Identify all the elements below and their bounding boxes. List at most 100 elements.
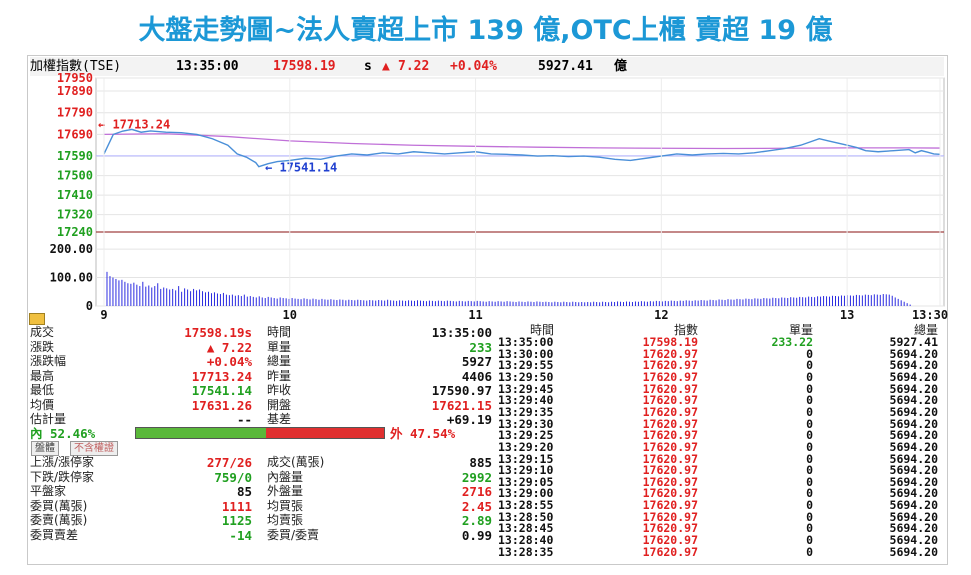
tick-time: 13:29:20: [498, 439, 554, 454]
tick-unit-volume: 0: [806, 439, 813, 454]
stat-value: 759/0: [214, 469, 252, 485]
info-pct: +0.04%: [450, 59, 497, 74]
tick-unit-volume: 0: [806, 544, 813, 559]
tick-index: 17620.97: [642, 428, 698, 443]
tick-unit-volume: 0: [806, 428, 813, 443]
info-change: 7.22: [398, 59, 430, 74]
stat-value: 1111: [221, 498, 252, 514]
tick-index: 17620.97: [642, 521, 698, 536]
high-annotation: ← 17713.24: [98, 117, 170, 131]
tick-time: 13:28:40: [498, 533, 554, 548]
volume-tick-label: 0: [86, 299, 93, 313]
tick-total-volume: 5694.20: [889, 498, 938, 513]
stat-label: 委買/委賣: [267, 528, 320, 542]
outer-pct: 外 47.54%: [390, 426, 456, 441]
index-info-bar: 加權指數(TSE) 13:35:00 17598.19 s ▲ 7.22 +0.…: [30, 57, 944, 76]
price-tick-label: 17410: [57, 188, 93, 202]
tick-total-volume: 5694.20: [889, 393, 938, 408]
stat-label: 開盤: [267, 397, 292, 412]
tick-index: 17620.97: [642, 416, 698, 431]
tick-time: 13:29:40: [498, 393, 554, 408]
stat-label: 委買(萬張): [30, 498, 88, 513]
tick-time: 13:29:00: [498, 486, 554, 501]
tick-unit-volume: 233.22: [771, 335, 813, 349]
low-annotation: ← 17541.14: [265, 161, 337, 175]
time-tick-label: 9: [100, 308, 107, 322]
tick-unit-volume: 0: [806, 463, 813, 478]
price-tick-label: 17500: [57, 169, 93, 183]
tick-unit-volume: 0: [806, 474, 813, 489]
tick-index: 17598.19: [642, 335, 698, 349]
time-tick-label: 13: [840, 308, 854, 322]
stat-label: 上漲/漲停家: [30, 455, 95, 469]
tick-time: 13:29:05: [498, 474, 554, 489]
bell-icon[interactable]: [29, 313, 45, 325]
inner-pct: 內 52.46%: [30, 426, 96, 441]
tick-total-volume: 5694.20: [889, 428, 938, 443]
price-tick-label: 17790: [57, 106, 93, 120]
tick-index: 17620.97: [642, 393, 698, 408]
tick-index: 17620.97: [642, 369, 698, 384]
tick-total-volume: 5694.20: [889, 358, 938, 373]
tick-index: 17620.97: [642, 346, 698, 361]
tick-unit-volume: 0: [806, 358, 813, 373]
volume-tick-label: 100.00: [50, 271, 93, 285]
info-volume: 5927.41: [538, 59, 593, 74]
tick-index: 17620.97: [642, 544, 698, 559]
tick-time: 13:29:35: [498, 404, 554, 419]
tick-unit-volume: 0: [806, 393, 813, 408]
tick-unit-volume: 0: [806, 346, 813, 361]
tick-time: 13:30:00: [498, 346, 554, 361]
stat-value: --: [236, 412, 252, 427]
tick-time: 13:28:45: [498, 521, 554, 536]
tick-time: 13:28:50: [498, 509, 554, 524]
tick-time: 13:29:45: [498, 381, 554, 396]
stat-value: 17590.97: [431, 383, 492, 398]
info-price-suffix: s: [364, 59, 372, 74]
stat-label: 最低: [30, 383, 55, 397]
price-tick-label: 17890: [57, 84, 93, 98]
stat-value: 277/26: [206, 455, 252, 470]
tick-index: 17620.97: [642, 404, 698, 419]
ticks-header: 時間: [530, 323, 555, 337]
time-tick-label: 13:30: [912, 308, 948, 322]
tick-unit-volume: 0: [806, 416, 813, 431]
stat-label: 內盤量: [267, 469, 304, 484]
stat-value: 2716: [461, 484, 492, 500]
tick-time: 13:29:55: [498, 358, 554, 373]
tick-total-volume: 5694.20: [889, 474, 938, 489]
exclude-warrants-button[interactable]: 不含權證: [70, 441, 118, 456]
stat-value: 17713.24: [191, 368, 252, 384]
tick-total-volume: 5694.20: [889, 533, 938, 548]
board-button[interactable]: 盤體: [31, 441, 59, 456]
tick-total-volume: 5694.20: [889, 521, 938, 536]
price-tick-label: 17590: [57, 149, 93, 163]
tick-unit-volume: 0: [806, 498, 813, 513]
headline: 大盤走勢圖~法人賣超上市 139 億,OTC上櫃 賣超 19 億: [138, 15, 833, 46]
tick-index: 17620.97: [642, 451, 698, 466]
stat-label: 基差: [267, 412, 292, 426]
tick-unit-volume: 0: [806, 381, 813, 396]
stat-label: 成交(萬張): [267, 455, 325, 469]
inner-bar-fill: [136, 428, 267, 438]
tick-index: 17620.97: [642, 463, 698, 478]
tick-unit-volume: 0: [806, 533, 813, 548]
index-name: 加權指數(TSE): [30, 59, 122, 74]
stat-label: 估計量: [30, 412, 67, 426]
stat-label: 時間: [267, 325, 292, 339]
tick-total-volume: 5694.20: [889, 439, 938, 454]
stat-value: 13:35:00: [431, 325, 492, 340]
tick-index: 17620.97: [642, 439, 698, 454]
stat-label: 成交: [30, 325, 55, 339]
tick-unit-volume: 0: [806, 486, 813, 501]
info-price: 17598.19: [273, 59, 336, 74]
stat-value: 233: [469, 339, 492, 355]
stat-value: 1125: [221, 513, 252, 529]
time-tick-label: 10: [283, 308, 297, 322]
tick-time: 13:29:30: [498, 416, 554, 431]
tick-total-volume: 5694.20: [889, 416, 938, 431]
ticks-header: 指數: [673, 323, 698, 337]
stat-value: +0.04%: [206, 354, 252, 369]
tick-time: 13:28:55: [498, 498, 554, 513]
